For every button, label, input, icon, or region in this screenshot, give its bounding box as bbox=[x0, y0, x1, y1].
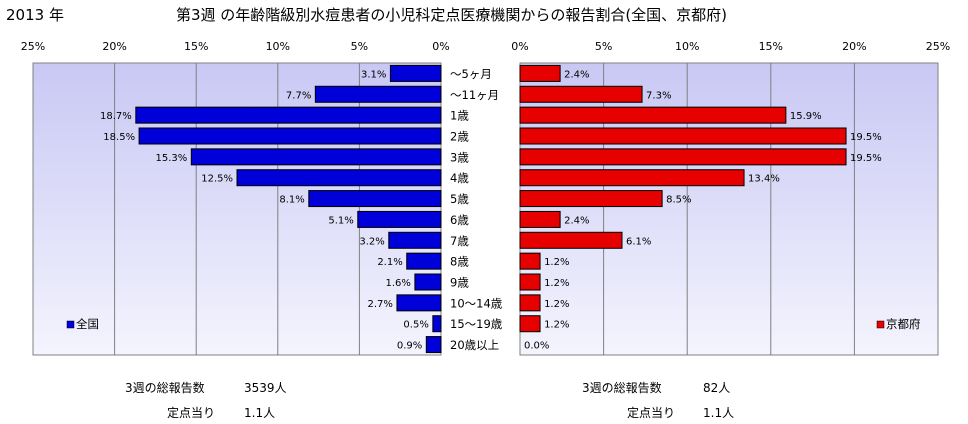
data-label-left: 15.3% bbox=[156, 153, 188, 164]
kyoto-per-value: 1.1人 bbox=[703, 406, 735, 420]
year-label: 2013 年 bbox=[6, 6, 64, 24]
bar-right bbox=[519, 294, 541, 312]
x-tick-label-left: 0% bbox=[432, 40, 449, 53]
category-label: ～5ヶ月 bbox=[450, 67, 492, 81]
x-tick-label-left: 15% bbox=[184, 40, 208, 53]
data-label-right: 1.2% bbox=[544, 320, 569, 331]
data-label-right: 15.9% bbox=[790, 111, 822, 122]
data-label-left: 1.6% bbox=[385, 278, 410, 289]
bar-right bbox=[519, 210, 561, 228]
national-total-label: 3週の総報告数 bbox=[125, 381, 205, 395]
x-tick-label-right: 0% bbox=[511, 40, 528, 53]
x-tick-label-right: 20% bbox=[842, 40, 866, 53]
bar-right bbox=[519, 252, 541, 270]
chart-title: 第3週 の年齢階級別水痘患者の小児科定点医療機関からの報告割合(全国、京都府) bbox=[176, 6, 728, 24]
data-label-right: 19.5% bbox=[850, 132, 882, 143]
data-label-left: 18.7% bbox=[100, 111, 132, 122]
kyoto-total-label: 3週の総報告数 bbox=[582, 381, 662, 395]
bar-right bbox=[519, 190, 663, 208]
data-label-right: 1.2% bbox=[544, 278, 569, 289]
bar-right bbox=[519, 148, 847, 166]
data-label-right: 2.4% bbox=[564, 69, 589, 80]
data-label-right: 8.5% bbox=[666, 195, 691, 206]
category-label: 10～14歳 bbox=[450, 296, 503, 310]
data-label-left: 2.1% bbox=[377, 257, 402, 268]
x-tick-label-right: 25% bbox=[926, 40, 950, 53]
bar-left bbox=[414, 273, 442, 291]
bar-left bbox=[308, 190, 442, 208]
legend-label-left: 全国 bbox=[76, 317, 99, 331]
bar-left bbox=[135, 106, 442, 124]
data-label-left: 5.1% bbox=[328, 215, 353, 226]
bar-right bbox=[519, 273, 541, 291]
kyoto-total-value: 82人 bbox=[703, 381, 731, 395]
data-label-left: 12.5% bbox=[201, 174, 233, 185]
bar-right bbox=[519, 315, 541, 333]
data-label-left: 2.7% bbox=[368, 299, 393, 310]
bar-left bbox=[388, 231, 442, 249]
x-tick-label-right: 10% bbox=[675, 40, 699, 53]
category-label: 20歳以上 bbox=[450, 338, 499, 352]
data-label-right: 7.3% bbox=[646, 90, 671, 101]
national-per-label: 定点当り bbox=[167, 406, 216, 420]
category-label: 4歳 bbox=[450, 171, 469, 185]
bar-left bbox=[425, 336, 442, 354]
data-label-right: 1.2% bbox=[544, 257, 569, 268]
bar-left bbox=[138, 127, 442, 145]
bar-left bbox=[389, 64, 442, 82]
data-label-left: 0.9% bbox=[397, 341, 422, 352]
data-label-left: 0.5% bbox=[403, 320, 428, 331]
x-tick-label-right: 15% bbox=[759, 40, 783, 53]
bar-right bbox=[519, 64, 561, 82]
category-label: 6歳 bbox=[450, 213, 469, 227]
data-label-right: 6.1% bbox=[626, 236, 651, 247]
data-label-left: 7.7% bbox=[286, 90, 311, 101]
category-label: 5歳 bbox=[450, 192, 469, 206]
category-label: ～11ヶ月 bbox=[450, 88, 499, 102]
kyoto-per-label: 定点当り bbox=[627, 406, 676, 420]
data-label-right: 0.0% bbox=[524, 341, 549, 352]
category-label: 3歳 bbox=[450, 150, 469, 164]
bar-right bbox=[519, 231, 623, 249]
data-label-right: 2.4% bbox=[564, 215, 589, 226]
x-tick-label-left: 10% bbox=[266, 40, 290, 53]
data-label-left: 8.1% bbox=[279, 195, 304, 206]
bar-left bbox=[357, 210, 442, 228]
plot-border-right bbox=[519, 62, 939, 356]
legend-label-right: 京都府 bbox=[886, 317, 921, 331]
bar-right bbox=[519, 85, 643, 103]
plot-border-left bbox=[32, 62, 442, 356]
data-label-right: 1.2% bbox=[544, 299, 569, 310]
bar-right bbox=[519, 127, 847, 145]
x-tick-label-left: 25% bbox=[21, 40, 45, 53]
category-label: 15～19歳 bbox=[450, 317, 503, 331]
bar-right bbox=[519, 169, 745, 187]
national-per-value: 1.1人 bbox=[244, 406, 276, 420]
bar-left bbox=[432, 315, 442, 333]
national-total-value: 3539人 bbox=[244, 381, 287, 395]
bar-left bbox=[314, 85, 442, 103]
bar-right bbox=[519, 106, 787, 124]
x-tick-label-left: 20% bbox=[102, 40, 126, 53]
category-label: 7歳 bbox=[450, 234, 469, 248]
data-label-left: 18.5% bbox=[103, 132, 135, 143]
bar-left bbox=[190, 148, 442, 166]
data-label-right: 13.4% bbox=[748, 174, 780, 185]
category-label: 2歳 bbox=[450, 130, 469, 144]
data-label-left: 3.2% bbox=[359, 236, 384, 247]
bar-left bbox=[406, 252, 442, 270]
category-label: 9歳 bbox=[450, 276, 469, 290]
bar-left bbox=[396, 294, 442, 312]
legend-swatch-right bbox=[876, 320, 885, 329]
legend-swatch-left bbox=[66, 320, 75, 329]
category-label: 8歳 bbox=[450, 255, 469, 269]
data-label-left: 3.1% bbox=[361, 69, 386, 80]
x-tick-label-left: 5% bbox=[351, 40, 368, 53]
data-label-right: 19.5% bbox=[850, 153, 882, 164]
bar-left bbox=[236, 169, 442, 187]
x-tick-label-right: 5% bbox=[595, 40, 612, 53]
category-label: 1歳 bbox=[450, 109, 469, 123]
